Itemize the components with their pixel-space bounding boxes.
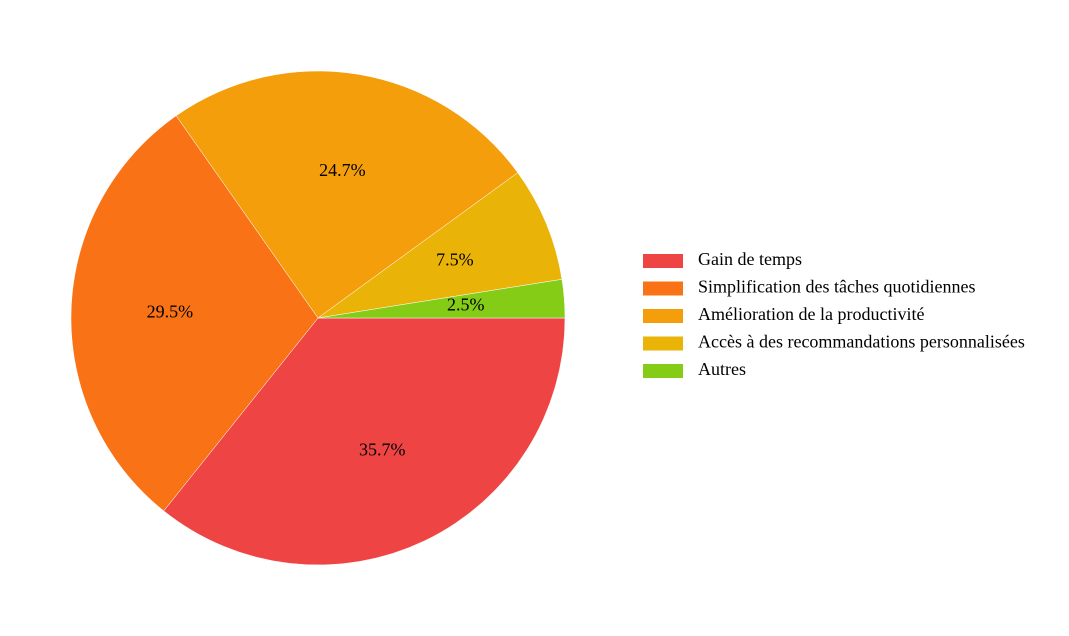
- legend-swatch-gain-de-temps: [643, 254, 683, 268]
- slice-value-label: 24.7%: [319, 160, 366, 180]
- legend-swatch-autres: [643, 364, 683, 378]
- legend-label-amelioration-de-la-productivite: Amélioration de la productivité: [698, 304, 924, 324]
- slice-value-label: 2.5%: [447, 294, 485, 314]
- pie-slice-acces-a-des-recommandations-personnalisees: [317, 172, 563, 319]
- pie-slice-simplification-des-taches-quotidiennes: [70, 115, 319, 512]
- legend: Gain de temps Simplification des tâches q…: [643, 249, 1025, 379]
- legend-label-autres: Autres: [698, 359, 746, 379]
- slice-value-label: 35.7%: [359, 440, 406, 460]
- legend-label-acces-a-des-recommandations-personnalisees: Accès à des recommandations personnalisé…: [698, 332, 1025, 352]
- legend-label-simplification-des-taches-quotidiennes: Simplification des tâches quotidiennes: [698, 277, 975, 297]
- legend-label-gain-de-temps: Gain de temps: [698, 249, 802, 269]
- legend-swatch-amelioration-de-la-productivite: [643, 309, 683, 323]
- pie-slices: [70, 70, 566, 566]
- slice-value-label: 29.5%: [147, 301, 194, 321]
- slice-value-label: 7.5%: [436, 249, 474, 269]
- pie-slice-amelioration-de-la-productivite: [175, 70, 519, 319]
- pie-slice-autres: [317, 279, 566, 319]
- legend-swatch-simplification-des-taches-quotidiennes: [643, 281, 683, 296]
- pie-slice-gain-de-temps: [163, 317, 566, 566]
- slice-labels: 35.7% 29.5% 24.7% 7.5% 2.5%: [147, 160, 485, 460]
- legend-swatch-acces-a-des-recommandations-personnalisees: [643, 336, 683, 351]
